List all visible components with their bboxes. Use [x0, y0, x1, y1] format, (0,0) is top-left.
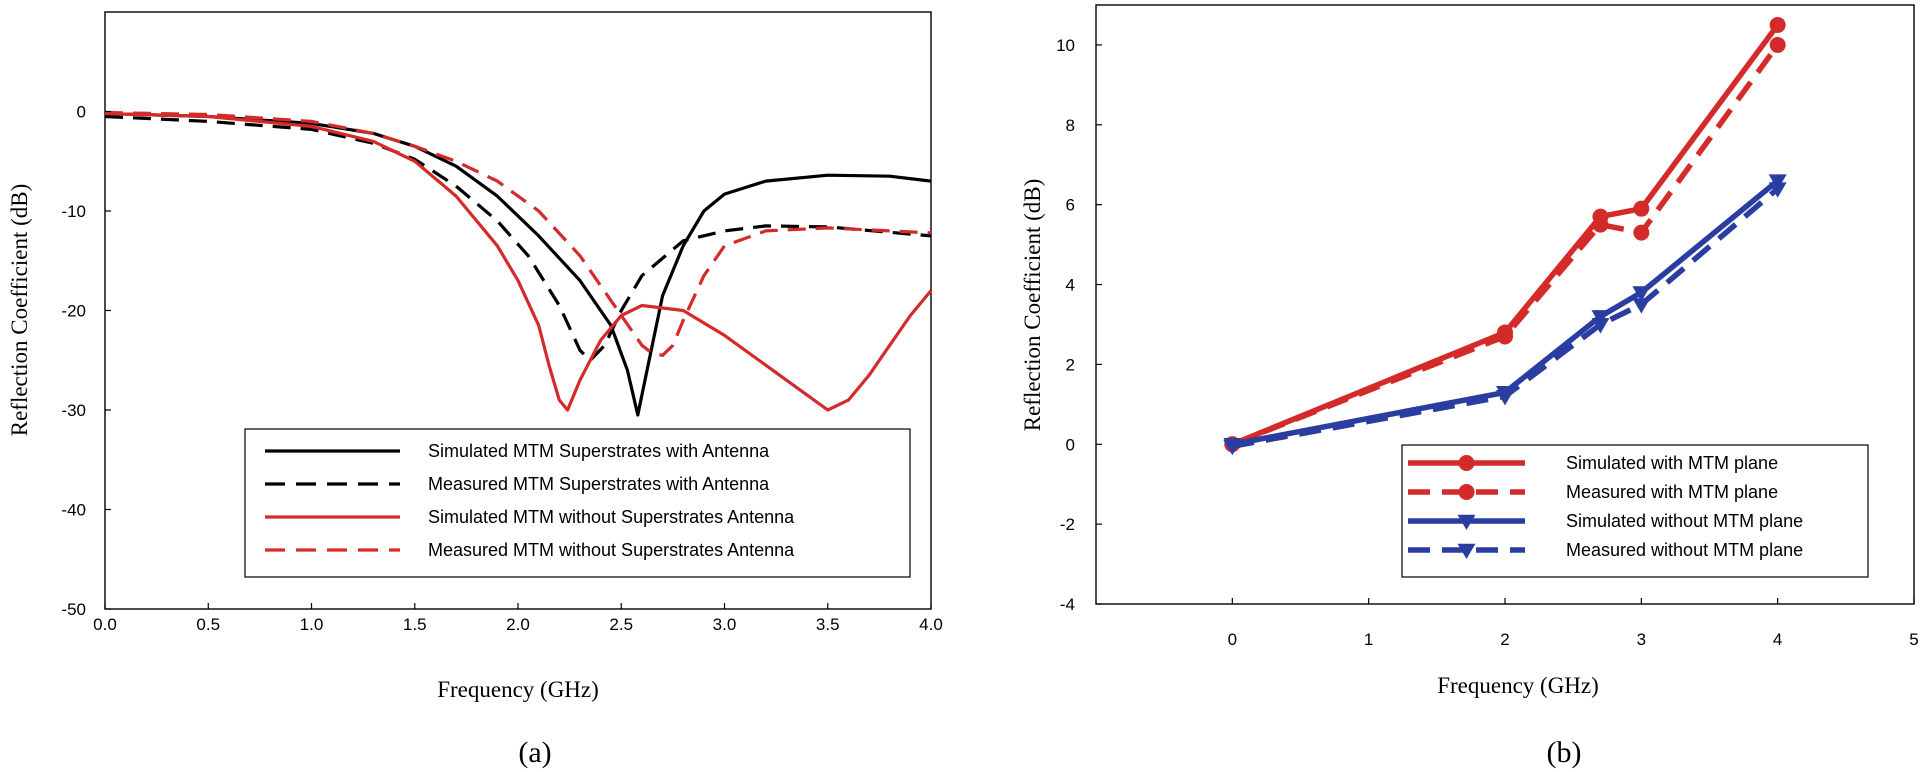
chart-a-series-measured-mtm-superstrates-with-antenna	[104, 114, 932, 362]
chart-b-point-simulated-with-mtm-plane	[1633, 200, 1650, 217]
chart-b-xtick-label: 4	[1773, 630, 1782, 649]
chart-a-legend-label: Simulated MTM without Superstrates Anten…	[428, 507, 795, 527]
chart-a-axis-ticks: 0.0 0.5 1.0 1.5 2.0 2.5 3.0 3.5 4.0 0 -10 -20 -30 -40…	[61, 103, 942, 635]
chart-a-xtick-label: 2.5	[609, 615, 633, 634]
chart-a: 0.0 0.5 1.0 1.5 2.0 2.5 3.0 3.5 4.0 0 -10 -20 -30 -40…	[7, 11, 943, 769]
chart-a-series-group	[104, 110, 933, 417]
chart-b-legend-label: Measured without MTM plane	[1566, 540, 1803, 560]
chart-b-legend-marker	[1458, 455, 1475, 471]
chart-b-series-group	[1223, 16, 1787, 456]
chart-b-point-measured-with-mtm-plane	[1633, 224, 1650, 241]
chart-a-legend-label: Simulated MTM Superstrates with Antenna	[428, 441, 770, 461]
chart-b-ytick-label: 2	[1066, 355, 1075, 374]
chart-a-ytick-label: -10	[61, 202, 86, 221]
chart-b-legend-box	[1401, 444, 1869, 578]
chart-b-legend-label: Simulated with MTM plane	[1566, 453, 1778, 473]
chart-a-xtick-label: 2.0	[506, 615, 530, 634]
chart-b-point-simulated-with-mtm-plane	[1769, 16, 1786, 33]
chart-b-legend-marker	[1458, 484, 1475, 500]
chart-a-series-simulated-mtm-without-superstrates-antenna	[104, 111, 933, 412]
chart-b-ytick-label: 10	[1056, 36, 1075, 55]
chart-a-xlabel: Frequency (GHz)	[437, 677, 599, 702]
chart-a-series-simulated-mtm-superstrates-with-antenna	[104, 111, 932, 417]
chart-b-point-simulated-without-mtm-plane	[1768, 174, 1787, 190]
chart-b-point-measured-without-mtm-plane	[1632, 298, 1651, 314]
chart-b-panel-label: (b)	[1547, 736, 1582, 769]
chart-b-axis-ticks: 0 1 2 3 4 5 10 8 6 4 2 0 -2 -4	[1056, 36, 1919, 649]
chart-b-xtick-label: 3	[1637, 630, 1646, 649]
chart-b-point-measured-without-mtm-plane	[1223, 439, 1242, 456]
chart-a-legend-label: Measured MTM Superstrates with Antenna	[428, 474, 770, 494]
chart-a-ytick-label: -20	[61, 302, 86, 321]
chart-a-xtick-label: 1.0	[300, 615, 324, 634]
chart-b-legend-label: Measured with MTM plane	[1566, 482, 1778, 502]
chart-a-xtick-label: 0.0	[93, 615, 117, 634]
chart-b-legend-marker	[1457, 543, 1476, 559]
chart-b-point-measured-with-mtm-plane	[1592, 216, 1609, 233]
chart-b-point-simulated-without-mtm-plane	[1591, 310, 1610, 326]
chart-a-xtick-label: 3.5	[816, 615, 840, 634]
chart-a-series-measured-mtm-without-superstrates-antenna	[104, 110, 932, 357]
chart-a-ytick-label: -30	[61, 401, 86, 420]
chart-b-xtick-label: 1	[1364, 630, 1373, 649]
chart-a-ytick-label: -40	[61, 501, 86, 520]
chart-b-ytick-label: 8	[1066, 116, 1075, 135]
chart-a-xtick-label: 3.0	[713, 615, 737, 634]
chart-a-ytick-label: -50	[61, 600, 86, 619]
chart-a-xtick-label: 1.5	[403, 615, 427, 634]
chart-a-ytick-label: 0	[77, 103, 86, 122]
chart-b-series-measured-without-mtm-plane	[1231, 186, 1780, 450]
chart-b-legend: Simulated with MTM plane Measured with MT…	[1401, 444, 1869, 578]
chart-b-series-simulated-with-mtm-plane	[1231, 23, 1780, 447]
chart-b-xtick-label: 5	[1909, 630, 1918, 649]
chart-b-point-measured-without-mtm-plane	[1496, 390, 1514, 406]
chart-b-ytick-label: -2	[1060, 515, 1075, 534]
chart-a-legend: Simulated MTM Superstrates with Antenna M…	[244, 428, 911, 578]
chart-b-xtick-label: 2	[1500, 630, 1509, 649]
chart-b-legend-label: Simulated without MTM plane	[1566, 511, 1803, 531]
chart-b-point-measured-without-mtm-plane	[1768, 182, 1787, 198]
chart-a-legend-label: Measured MTM without Superstrates Antenn…	[428, 540, 795, 560]
chart-b-point-measured-without-mtm-plane	[1591, 318, 1610, 334]
chart-a-panel-label: (a)	[518, 736, 551, 769]
chart-b-xlabel: Frequency (GHz)	[1437, 673, 1599, 698]
chart-a-xtick-label: 0.5	[196, 615, 220, 634]
chart-b-ytick-label: 0	[1066, 435, 1075, 454]
chart-b-ytick-label: 6	[1066, 196, 1075, 215]
chart-b-point-measured-with-mtm-plane	[1497, 328, 1513, 345]
chart-b-xtick-label: 0	[1228, 630, 1237, 649]
chart-b-legend-marker	[1457, 514, 1476, 530]
chart-a-legend-box	[244, 428, 911, 578]
chart-b-point-measured-with-mtm-plane	[1769, 36, 1786, 53]
chart-b-ytick-label: 4	[1066, 276, 1075, 295]
chart-b-ytick-label: -4	[1060, 595, 1075, 614]
chart-a-ylabel: Reflection Coefficient (dB)	[7, 184, 32, 437]
chart-b-series-measured-with-mtm-plane	[1231, 43, 1780, 447]
chart-b-point-simulated-without-mtm-plane	[1632, 286, 1651, 302]
chart-b: 0 1 2 3 4 5 10 8 6 4 2 0 -2 -4 Frequency (GHz) Reflec…	[1020, 4, 1919, 769]
chart-a-xtick-label: 4.0	[919, 615, 943, 634]
chart-b-ylabel: Reflection Coefficient (dB)	[1020, 179, 1045, 432]
